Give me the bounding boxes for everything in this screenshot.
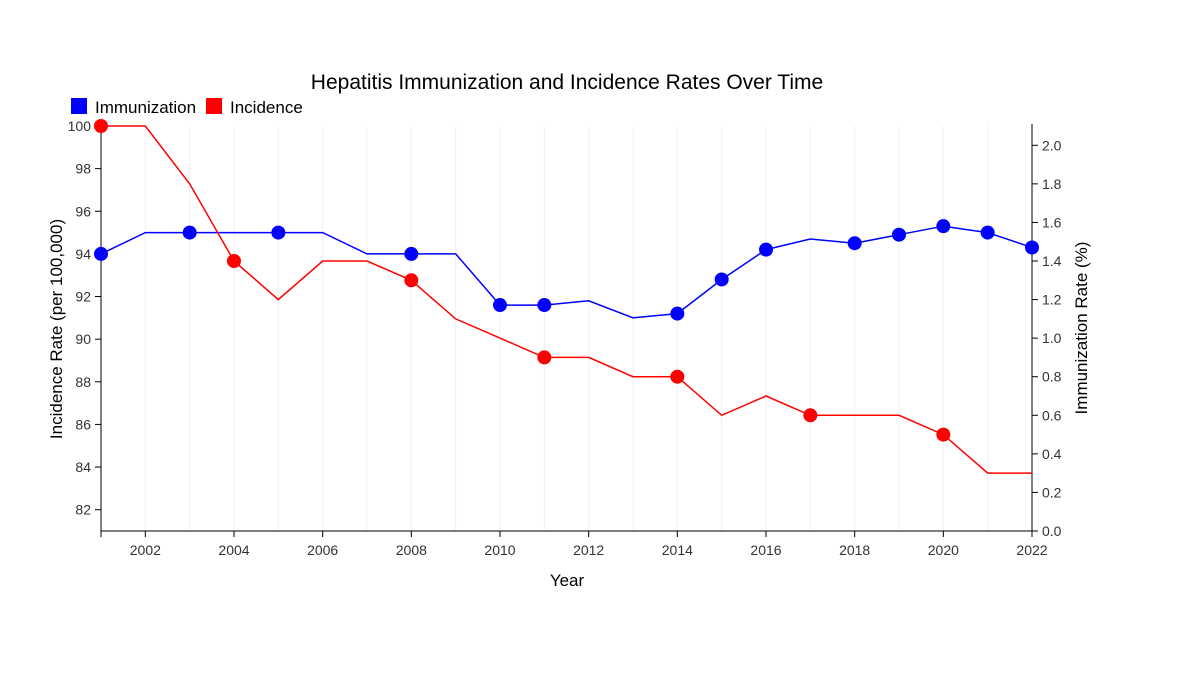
data-point-immunization — [980, 225, 995, 240]
chart-title: Hepatitis Immunization and Incidence Rat… — [311, 71, 823, 94]
right-tick-label: 0.2 — [1042, 484, 1062, 500]
x-tick-label: 2012 — [573, 542, 604, 558]
data-point-immunization — [537, 298, 552, 313]
data-point-incidence — [227, 254, 241, 268]
right-tick-label: 1.6 — [1042, 214, 1062, 230]
left-tick-label: 92 — [75, 289, 91, 305]
x-tick-label: 2006 — [307, 542, 338, 558]
x-tick-label: 2014 — [662, 542, 693, 558]
x-tick-label: 2018 — [839, 542, 870, 558]
data-point-immunization — [182, 225, 197, 240]
left-tick-label: 96 — [75, 203, 91, 219]
data-point-immunization — [94, 246, 108, 261]
left-tick-label: 94 — [75, 246, 91, 262]
data-point-immunization — [404, 246, 419, 261]
right-y-axis-label: Immunization Rate (%) — [1072, 242, 1091, 415]
x-tick-label: 2008 — [396, 542, 427, 558]
legend-swatch-incidence — [206, 98, 222, 114]
data-point-immunization — [271, 225, 286, 240]
x-tick-label: 2002 — [130, 542, 161, 558]
data-point-incidence — [803, 408, 818, 423]
x-axis-label: Year — [550, 571, 585, 590]
right-tick-label: 1.8 — [1042, 176, 1062, 192]
data-point-incidence — [537, 350, 552, 365]
right-tick-label: 0.6 — [1042, 407, 1062, 423]
left-tick-label: 90 — [75, 331, 91, 347]
data-point-immunization — [493, 298, 507, 313]
x-tick-label: 2016 — [750, 542, 781, 558]
x-axis: 2002 2004 2006 2008 2010 2012 2014 2016 2018 2020… — [100, 530, 1048, 558]
x-tick-label: 2022 — [1016, 542, 1047, 558]
data-point-incidence — [670, 369, 685, 384]
left-y-axis: 82 84 86 88 90 92 94 96 98 100 — [68, 118, 102, 531]
left-tick-label: 84 — [75, 459, 91, 475]
right-tick-label: 0.0 — [1042, 523, 1062, 539]
x-gridlines — [100, 126, 1033, 531]
left-y-axis-label: Incidence Rate (per 100,000) — [47, 219, 66, 439]
data-point-immunization — [892, 227, 906, 242]
right-tick-label: 2.0 — [1042, 137, 1062, 153]
right-tick-label: 1.2 — [1042, 292, 1062, 308]
data-point-incidence — [94, 119, 108, 133]
legend-swatch-immunization — [71, 98, 87, 114]
series-line-immunization — [100, 225, 1033, 319]
right-tick-label: 0.4 — [1042, 446, 1062, 462]
left-tick-label: 88 — [75, 374, 91, 390]
right-tick-label: 1.4 — [1042, 253, 1062, 269]
data-point-incidence — [936, 427, 951, 442]
left-tick-label: 82 — [75, 502, 91, 518]
x-tick-label: 2020 — [928, 542, 959, 558]
left-tick-label: 86 — [75, 416, 91, 432]
series-layer — [94, 119, 1039, 474]
x-tick-label: 2010 — [484, 542, 515, 558]
data-point-immunization — [847, 236, 862, 251]
x-tick-label: 2004 — [218, 542, 249, 558]
left-tick-label: 98 — [75, 161, 91, 177]
data-point-immunization — [714, 272, 729, 287]
data-point-immunization — [759, 242, 773, 257]
legend-label-immunization: Immunization — [95, 98, 196, 117]
legend: Immunization Incidence — [71, 98, 303, 117]
data-point-incidence — [404, 273, 419, 288]
right-tick-label: 1.0 — [1042, 330, 1062, 346]
left-tick-label: 100 — [68, 118, 92, 134]
right-y-axis: 0.0 0.2 0.4 0.6 0.8 1.0 1.2 1.4 1.6 1.8 2.0 — [1031, 124, 1062, 539]
right-tick-label: 0.8 — [1042, 369, 1062, 385]
data-point-immunization — [670, 306, 685, 321]
data-point-immunization — [1025, 240, 1039, 255]
series-line-incidence — [101, 125, 1032, 474]
legend-label-incidence: Incidence — [230, 98, 303, 117]
data-point-immunization — [936, 219, 951, 234]
